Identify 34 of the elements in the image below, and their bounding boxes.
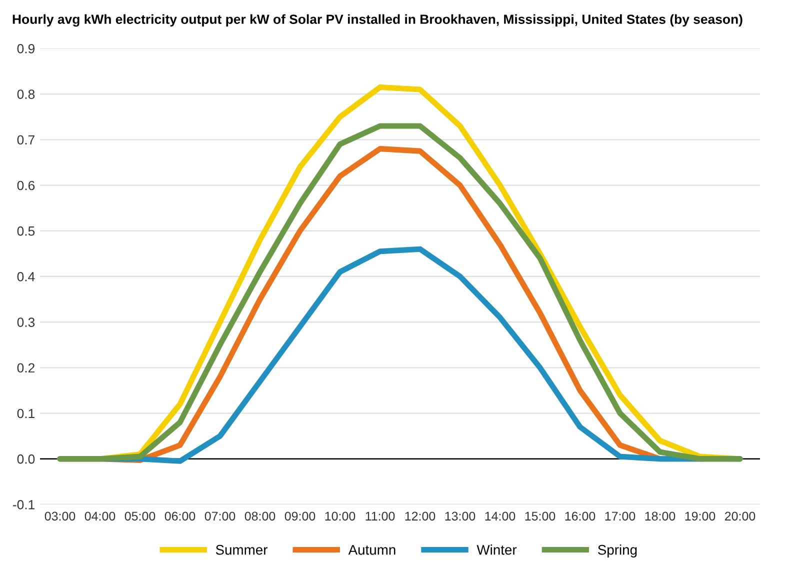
y-tick-label: 0.8	[17, 90, 35, 99]
y-tick-label: 0.7	[17, 135, 34, 145]
x-tick-label: 16:00	[565, 512, 596, 521]
x-tick-label: 11:00	[366, 512, 395, 521]
legend-label: Summer	[216, 544, 268, 555]
x-tick-label: 04:00	[84, 512, 116, 521]
x-tick-label: 03:00	[44, 512, 76, 521]
y-tick-label: 0.2	[17, 363, 34, 373]
x-tick-label: 12:00	[405, 512, 436, 521]
x-tick-label: 20:00	[724, 512, 756, 521]
x-tick-label: 18:00	[645, 512, 676, 521]
x-tick-label: 05:00	[124, 512, 156, 521]
y-tick-label: 0.9	[17, 44, 35, 54]
y-tick-label: 0.1	[17, 408, 34, 418]
y-tick-label: -0.1	[12, 500, 34, 510]
x-tick-label: 17:00	[605, 512, 636, 521]
y-tick-label: 0.6	[17, 180, 35, 190]
x-tick-label: 15:00	[525, 512, 556, 521]
y-tick-label: 0.4	[17, 272, 35, 282]
x-tick-label: 10:00	[325, 512, 356, 521]
x-tick-label: 09:00	[284, 512, 316, 521]
x-tick-label: 14:00	[485, 512, 516, 521]
legend-label: Winter	[476, 544, 517, 555]
y-tick-label: 0.3	[17, 318, 35, 327]
x-tick-label: 06:00	[164, 512, 196, 521]
legend-label: Spring	[598, 544, 637, 558]
x-tick-label: 13:00	[445, 512, 476, 521]
chart-title: Hourly avg kWh electricity output per kW of Solar PV installed in Brookhaven, Mississippi, United States (by season)	[12, 14, 742, 27]
legend-label: Autumn	[348, 545, 396, 555]
x-tick-label: 08:00	[244, 512, 276, 521]
y-tick-label: 0.5	[17, 226, 35, 236]
y-tick-label: 0.0	[17, 454, 35, 464]
x-tick-label: 19:00	[685, 512, 716, 521]
x-tick-label: 07:00	[204, 512, 236, 521]
